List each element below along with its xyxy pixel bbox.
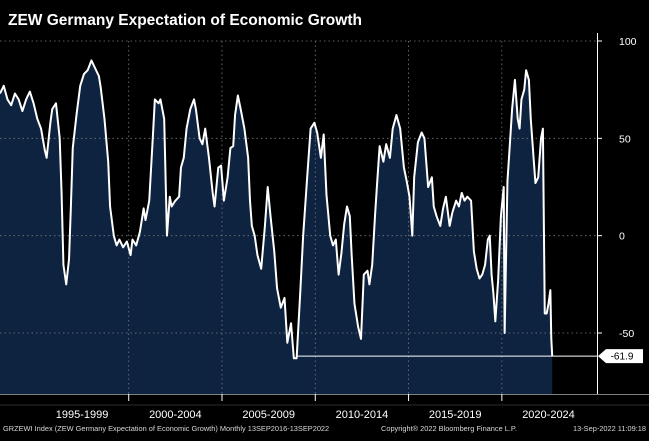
- last-value-callout: -61.9: [296, 349, 643, 364]
- y-axis: 100 50 0 -50: [597, 36, 637, 340]
- x-tick-label: 2010-2014: [336, 409, 389, 421]
- footer-series-info: GRZEWI Index (ZEW Germany Expectation of…: [3, 424, 329, 433]
- x-tick-label: 2000-2004: [149, 409, 202, 421]
- x-axis: 1995-1999 2000-2004 2005-2009 2010-2014 2015…: [0, 394, 649, 421]
- x-tick-label: 2005-2009: [242, 409, 295, 421]
- series-area: [0, 60, 553, 394]
- y-tick-label: -50: [619, 328, 634, 340]
- y-tick-label: 50: [619, 133, 631, 145]
- y-tick-label: 0: [619, 231, 625, 243]
- x-tick-label: 2020-2024: [522, 409, 575, 421]
- x-tick-label: 2015-2019: [429, 409, 482, 421]
- footer-timestamp: 13-Sep-2022 11:09:18: [573, 424, 646, 433]
- plot-area: [0, 33, 598, 394]
- x-tick-label: 1995-1999: [56, 409, 109, 421]
- chart-title: ZEW Germany Expectation of Economic Grow…: [8, 12, 362, 29]
- y-tick-label: 100: [619, 36, 637, 48]
- last-value-tag: [598, 349, 643, 364]
- series-line: [0, 59, 554, 360]
- footer-copyright: Copyright® 2022 Bloomberg Finance L.P.: [381, 424, 517, 433]
- last-value-label: -61.9: [611, 352, 634, 363]
